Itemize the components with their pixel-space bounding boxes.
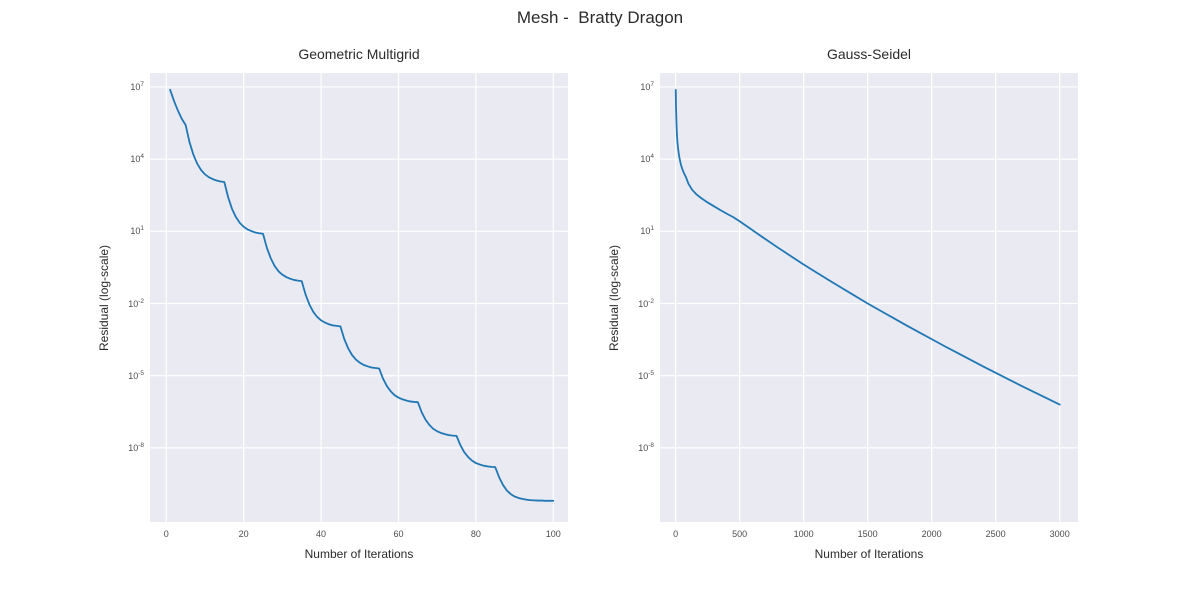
x-tick-label: 20 (238, 529, 249, 539)
x-tick-label: 60 (393, 529, 404, 539)
x-tick-label: 40 (316, 529, 327, 539)
residual-curve-residual (674, 88, 1061, 406)
axes-background (660, 73, 1078, 522)
y-tick-label: 10-5 (638, 369, 654, 381)
y-tick-label: 107 (130, 80, 144, 92)
axes-background (150, 73, 568, 522)
y-tick-label: 104 (130, 153, 144, 165)
x-tick-label: 0 (673, 529, 679, 539)
y-tick-label: 107 (640, 80, 654, 92)
plot-area (150, 73, 568, 522)
x-tick-label: 0 (163, 529, 169, 539)
y-tick-label: 10-2 (638, 297, 654, 309)
y-tick-label: 101 (130, 225, 144, 237)
x-axis-label-gauss-seidel: Number of Iterations (814, 547, 924, 561)
y-tick-label: 10-8 (128, 441, 144, 453)
chart-title-multigrid: Geometric Multigrid (298, 46, 420, 62)
y-tick-label: 10-8 (638, 441, 654, 453)
x-tick-label: 2000 (921, 529, 942, 539)
y-tick-label: 101 (640, 225, 654, 237)
y-tick-label: 10-2 (128, 297, 144, 309)
x-tick-label: 100 (545, 529, 561, 539)
plot-area (660, 73, 1078, 522)
y-tick-label: 10-5 (128, 369, 144, 381)
chart-title-gauss-seidel: Gauss-Seidel (826, 46, 912, 62)
x-tick-label: 1500 (857, 529, 878, 539)
x-tick-label: 500 (732, 529, 748, 539)
figure-title: Mesh - Bratty Dragon (516, 8, 684, 27)
residual-curve-residual (169, 88, 555, 502)
x-tick-label: 2500 (985, 529, 1006, 539)
x-axis-label-multigrid: Number of Iterations (304, 547, 414, 561)
x-tick-label: 3000 (1049, 529, 1070, 539)
x-tick-label: 1000 (793, 529, 814, 539)
y-tick-label: 104 (640, 153, 654, 165)
x-tick-label: 80 (470, 529, 481, 539)
